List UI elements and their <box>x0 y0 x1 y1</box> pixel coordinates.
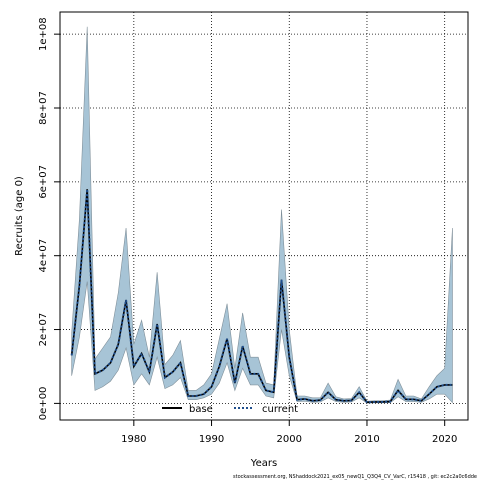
x-axis: 1980 1990 2000 2010 2020 <box>121 420 457 445</box>
x-axis-title: Years <box>250 458 277 469</box>
y-axis-title: Recruits (age 0) <box>14 176 25 256</box>
series-line-current <box>70 189 453 404</box>
confidence-band <box>71 26 453 404</box>
grid <box>60 12 468 420</box>
legend-label-base: base <box>189 404 213 415</box>
plot-frame <box>59 11 469 421</box>
y-tick-label: 0e+00 <box>38 387 49 421</box>
x-tick-label: 2000 <box>277 434 302 445</box>
y-axis: 0e+00 2e+07 4e+07 6e+07 8e+07 1e+08 <box>38 17 60 420</box>
x-tick-label: 1980 <box>121 434 146 445</box>
legend: base current <box>162 404 298 415</box>
y-tick-label: 6e+07 <box>38 165 49 199</box>
y-tick-label: 8e+07 <box>38 91 49 125</box>
x-tick-label: 1990 <box>199 434 224 445</box>
x-tick-label: 2010 <box>354 434 379 445</box>
y-tick-label: 4e+07 <box>38 239 49 273</box>
x-tick-label: 2020 <box>432 434 457 445</box>
legend-label-current: current <box>262 404 298 415</box>
y-tick-label: 1e+08 <box>38 17 49 51</box>
footer-text: stockassessment.org, NShaddock2021_ex05_… <box>233 474 477 480</box>
y-tick-label: 2e+07 <box>38 313 49 347</box>
